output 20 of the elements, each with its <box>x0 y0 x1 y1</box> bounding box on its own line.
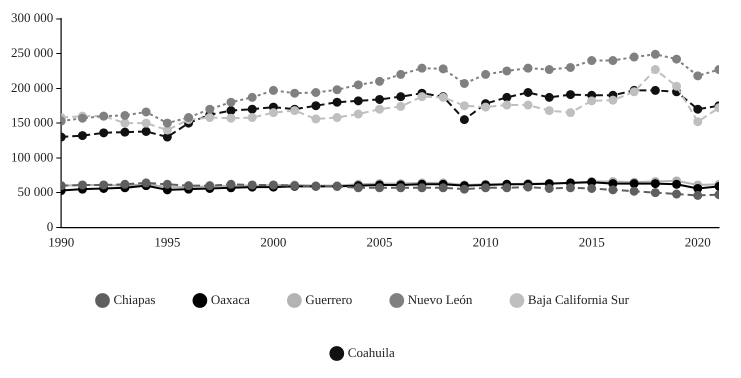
x-tick-label: 2020 <box>684 234 711 250</box>
legend-label: Oaxaca <box>210 292 250 307</box>
legend-label: Guerrero <box>305 292 352 307</box>
x-tick-label: 2010 <box>472 234 499 250</box>
legend-label: Baja California Sur <box>528 292 630 307</box>
y-tick-label: 50 000 <box>18 184 54 200</box>
y-tick-label: 250 000 <box>11 44 54 60</box>
x-tick-label: 2005 <box>366 234 393 250</box>
y-tick-label: 300 000 <box>11 10 54 26</box>
legend-label: Coahuila <box>348 344 395 360</box>
legend-label: Nuevo León <box>408 292 473 307</box>
y-tick-label: 150 000 <box>11 114 54 130</box>
y-tick-label: 0 <box>46 218 54 234</box>
x-tick-label: 1990 <box>48 234 74 250</box>
x-tick-label: 2000 <box>260 234 286 250</box>
x-tick-label: 2015 <box>578 234 605 250</box>
x-tick-label: 1995 <box>154 234 180 250</box>
y-tick-label: 200 000 <box>11 80 54 95</box>
y-tick-label: 100 000 <box>11 149 54 164</box>
legend-label: Chiapas <box>114 292 156 307</box>
